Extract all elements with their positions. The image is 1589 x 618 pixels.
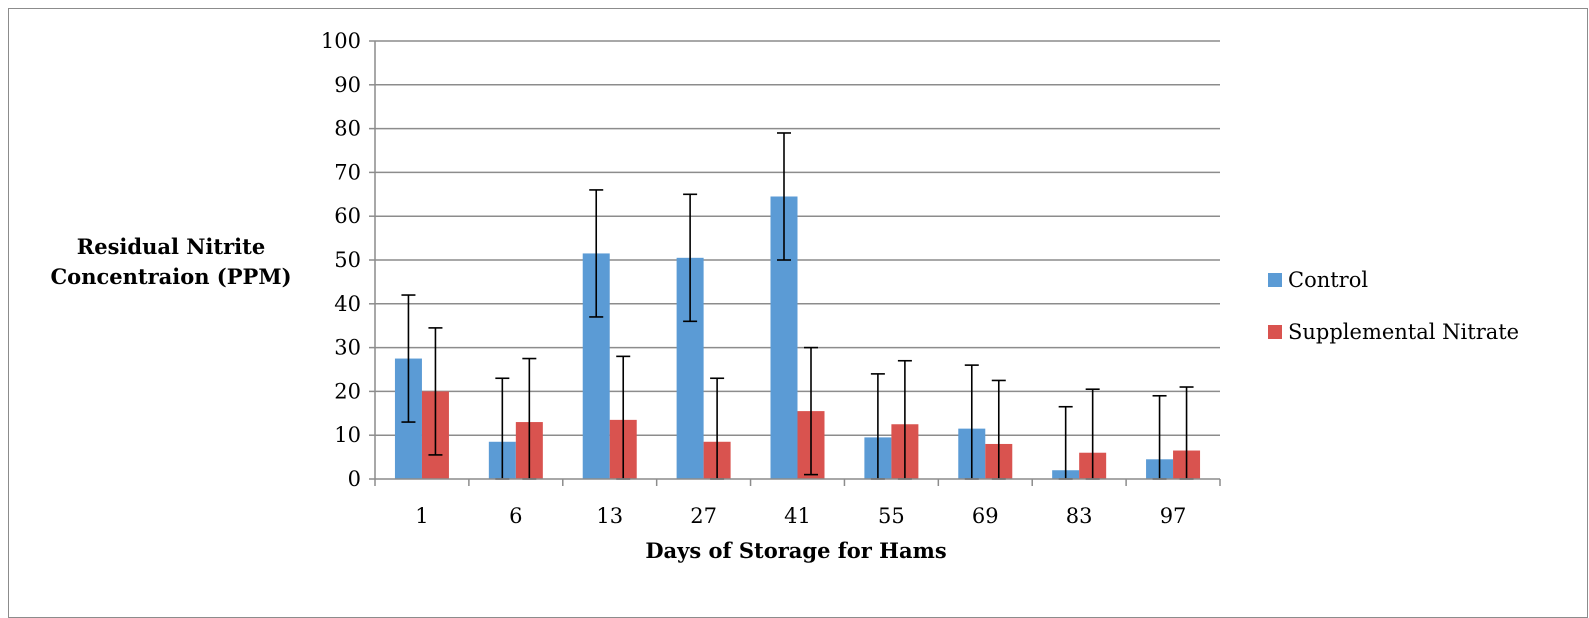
y-tick-label-100: 100 [321, 29, 361, 53]
x-tick-label-55: 55 [878, 504, 905, 528]
legend-item-supplemental-nitrate: Supplemental Nitrate [1268, 318, 1519, 346]
x-tick-label-13: 13 [596, 504, 623, 528]
x-tick-label-83: 83 [1066, 504, 1093, 528]
x-tick-label-6: 6 [509, 504, 522, 528]
y-tick-label-30: 30 [334, 336, 361, 360]
y-tick-label-40: 40 [334, 292, 361, 316]
x-axis-title: Days of Storage for Hams [645, 538, 947, 563]
y-tick-label-10: 10 [334, 423, 361, 447]
x-tick-label-69: 69 [972, 504, 999, 528]
legend-swatch-control [1268, 273, 1282, 287]
y-tick-label-20: 20 [334, 379, 361, 403]
chart-frame [8, 8, 1588, 618]
legend-swatch-supplemental-nitrate [1268, 325, 1282, 339]
x-tick-label-27: 27 [690, 504, 717, 528]
tick-labels: 0 10 20 30 40 50 60 70 80 90 100 1 6 13 27 41 55 69 83 97 [321, 29, 1187, 528]
bars [394, 196, 1201, 480]
legend-item-control: Control [1268, 266, 1519, 294]
y-tick-label-70: 70 [334, 160, 361, 184]
x-tick-label-97: 97 [1160, 504, 1187, 528]
x-tick-label-41: 41 [784, 504, 811, 528]
legend-label-control: Control [1288, 268, 1369, 292]
legend: Control Supplemental Nitrate [1268, 266, 1519, 370]
y-axis-title: Residual Nitrite Concentraion (PPM) [50, 234, 292, 289]
y-tick-label-0: 0 [348, 467, 361, 491]
legend-label-supplemental-nitrate: Supplemental Nitrate [1288, 320, 1520, 344]
axes [369, 40, 1221, 486]
x-tick-label-1: 1 [415, 504, 428, 528]
y-tick-label-90: 90 [334, 73, 361, 97]
y-tick-label-60: 60 [334, 204, 361, 228]
y-tick-label-80: 80 [334, 117, 361, 141]
y-tick-label-50: 50 [334, 248, 361, 272]
